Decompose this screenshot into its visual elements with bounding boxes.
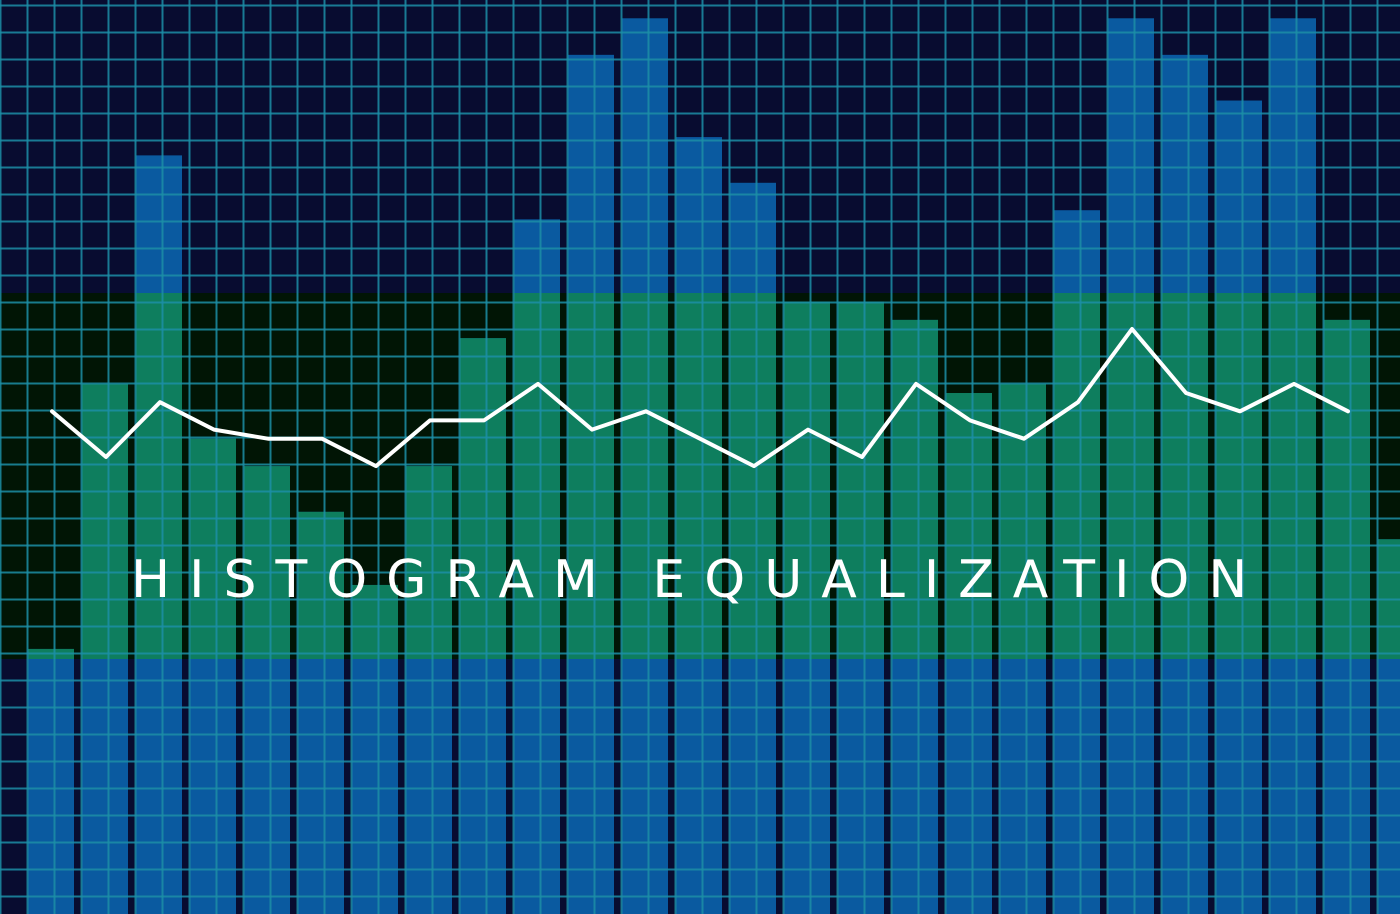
histogram-bar-band-segment — [514, 293, 560, 659]
histogram-bar-band-segment — [352, 584, 398, 659]
histogram-bar-band-segment — [1270, 293, 1316, 659]
histogram-bar-band-segment — [568, 293, 614, 659]
histogram-bar-band-segment — [136, 293, 182, 659]
histogram-bar-band-segment — [676, 293, 722, 659]
histogram-bar-band-segment — [892, 319, 938, 659]
chart-title: HISTOGRAM EQUALIZATION — [131, 550, 1266, 610]
bar-series-green — [28, 293, 1400, 659]
histogram-bar-band-segment — [190, 438, 236, 659]
histogram-bar-band-segment — [460, 338, 506, 659]
histogram-bar-band-segment — [1162, 293, 1208, 659]
histogram-bar — [28, 648, 74, 914]
histogram-bar-band-segment — [298, 511, 344, 659]
histogram-bar-band-segment — [622, 293, 668, 659]
histogram-bar-band-segment — [1054, 293, 1100, 659]
trend-line — [50, 327, 1350, 469]
histogram-bar-band-segment — [1324, 319, 1370, 659]
histogram-bar-band-segment — [730, 293, 776, 659]
histogram-bar-band-segment — [1216, 293, 1262, 659]
histogram-bar-band-segment — [82, 383, 128, 659]
